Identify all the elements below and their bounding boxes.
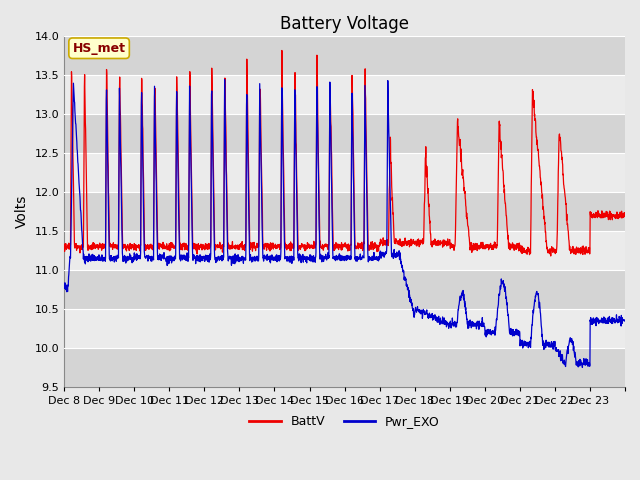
Bar	[64, 75, 625, 114]
Bar	[64, 270, 625, 309]
Bar	[64, 231, 625, 270]
Bar	[64, 153, 625, 192]
Bar	[64, 114, 625, 153]
Y-axis label: Volts: Volts	[15, 195, 29, 228]
Text: HS_met: HS_met	[72, 42, 125, 55]
Bar	[64, 348, 625, 387]
Bar	[64, 309, 625, 348]
Bar	[64, 192, 625, 231]
Title: Battery Voltage: Battery Voltage	[280, 15, 409, 33]
Bar	[64, 36, 625, 75]
Legend: BattV, Pwr_EXO: BattV, Pwr_EXO	[244, 410, 445, 433]
